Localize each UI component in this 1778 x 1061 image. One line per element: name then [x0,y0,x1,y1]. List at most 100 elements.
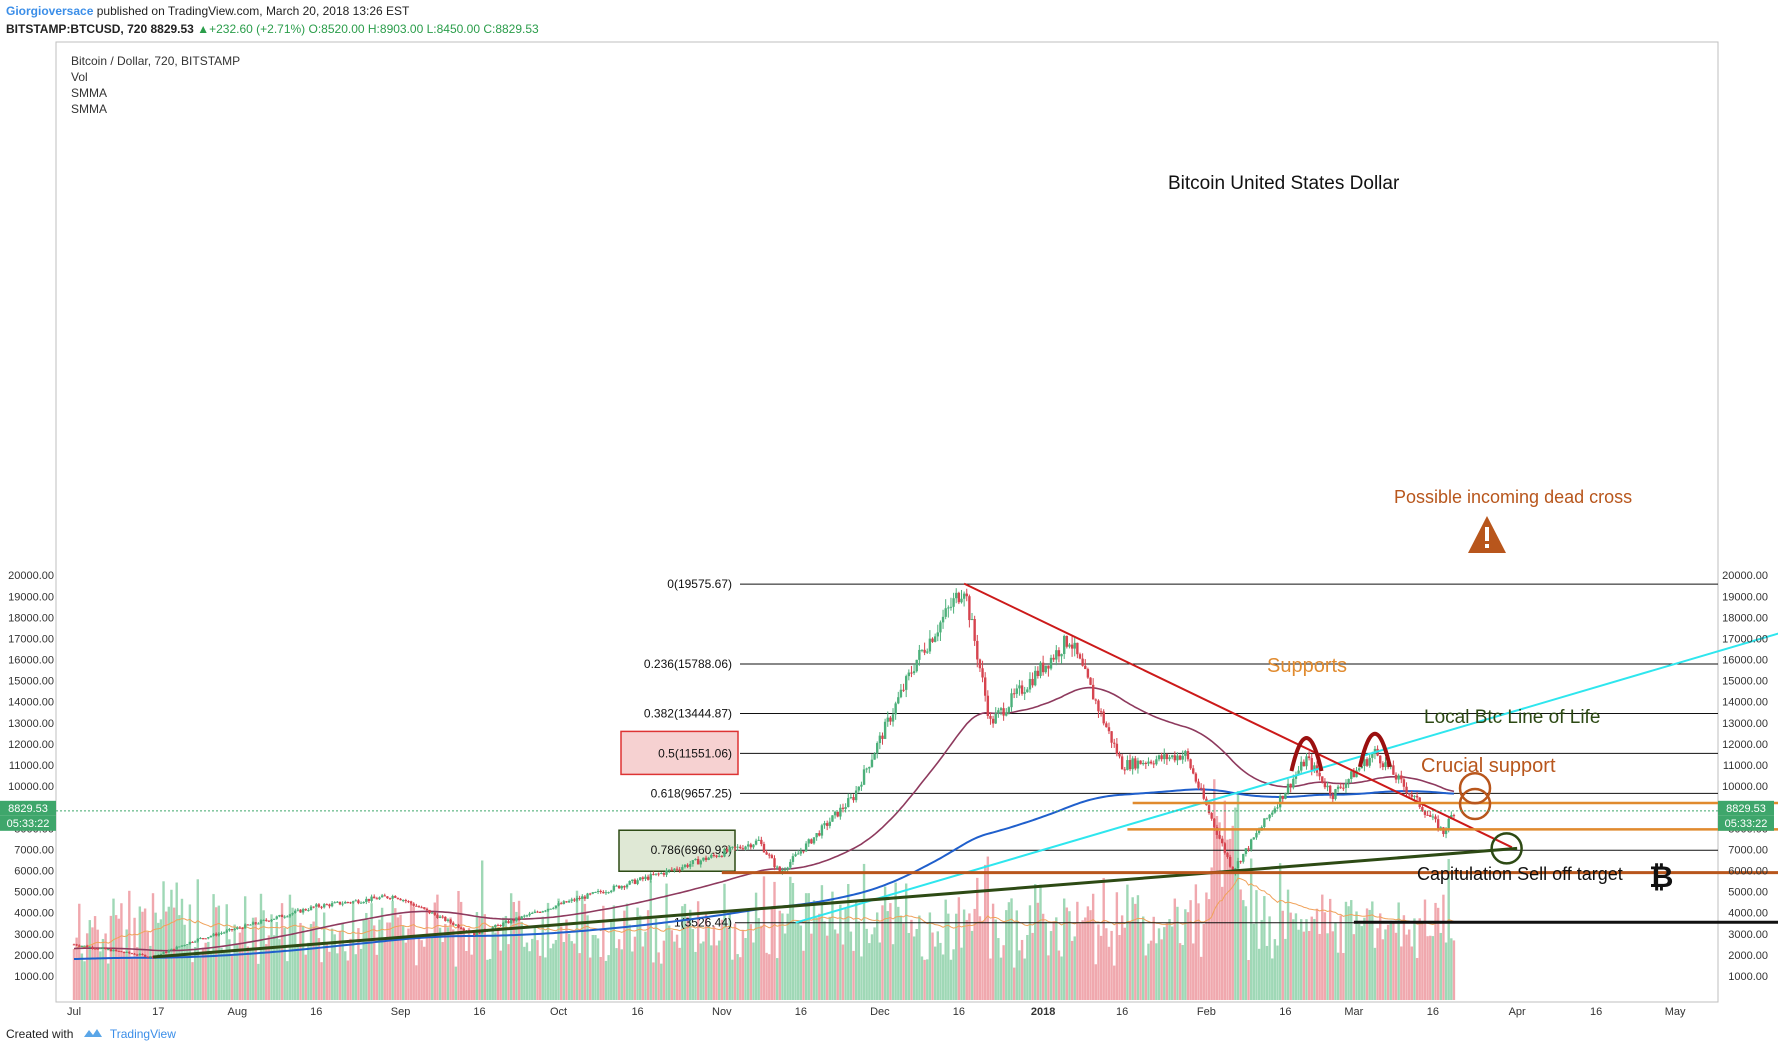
volume-bar [681,906,684,1000]
candle-body [918,649,921,660]
candle-body [328,904,331,907]
candle-body [1015,688,1018,694]
volume-bar [1376,928,1379,1000]
footer: Created with TradingView [6,1027,176,1042]
candle-body [415,905,418,907]
volume-bar [230,954,234,1000]
volume-bar [1213,779,1216,1000]
candle-body [1226,852,1229,857]
volume-bar [852,950,855,1000]
candle-body [288,914,292,917]
candle-body [949,606,953,608]
volume-bar [1450,938,1453,1000]
volume-bar [567,933,571,1000]
volume-bar [1194,884,1198,1000]
candle-body [83,945,86,947]
candle-body [357,900,360,904]
candle-body [401,900,405,902]
volume-bar [1147,943,1150,1000]
volume-bar [904,883,908,1000]
volume-bar [1263,896,1266,1000]
volume-bar [847,884,850,1000]
volume-bar [1421,923,1424,1000]
candle-body [1107,727,1111,732]
volume-bar [241,927,244,1000]
candle-body [1244,848,1248,854]
current-price-value: 8829.53 [8,803,48,815]
volume-bar [520,921,523,1000]
candle-body [552,908,555,910]
volume-bar [502,917,505,1000]
volume-bar [902,923,905,1000]
svg-text:₿: ₿ [1649,861,1673,894]
candle-body [188,941,192,945]
volume-bar [1394,932,1398,1000]
volume-bar [1026,935,1029,1000]
candle-body [594,891,597,893]
volume-bar [1181,945,1184,1000]
candle-body [509,919,513,924]
volume-bar [312,921,315,1000]
volume-bar [415,965,418,1000]
volume-bar [1392,922,1395,1000]
volume-bar [804,893,808,1000]
volume-bar [262,910,265,1000]
volume-bar [696,901,700,1000]
volume-bar [1315,908,1319,1000]
volume-bar [1402,915,1406,1000]
volume-bar [449,917,452,1000]
candle-body [1105,723,1108,728]
volume-bar [1318,933,1321,1000]
countdown-tag-left [0,815,56,831]
volume-bar [1189,900,1192,1000]
candle-body [1091,684,1095,700]
candle-body [968,596,971,621]
candle-body [707,857,710,860]
volume-bar [549,948,552,1000]
volume-bar [1234,807,1237,1000]
volume-bar [675,934,679,1000]
volume-bar [1120,915,1124,1000]
volume-bar [970,930,974,1000]
candle-body [1142,762,1145,765]
volume-bar [315,907,318,1000]
candle-body [444,916,447,921]
candle-body [172,948,176,950]
volume-bar [275,921,278,1000]
candle-body [349,902,352,904]
volume-bar [351,902,355,1000]
drawings [152,582,1778,959]
volume-bar [180,898,184,1000]
candle-body [662,873,666,875]
volume-bar [1157,928,1161,1000]
volume-bar [254,917,257,1000]
candle-body [125,951,128,953]
volume-bar [810,933,813,1000]
candle-body [222,932,226,934]
volume-bar [1197,903,1200,1000]
volume-bar [1386,924,1390,1000]
tradingview-link[interactable]: TradingView [109,1027,176,1041]
volume-bar [812,900,816,1000]
volume-bar [257,963,260,1000]
volume-bar [1062,898,1066,1000]
candle-body [1236,861,1240,869]
candle-body [1189,759,1192,769]
volume-bar [491,929,494,1000]
volume-bar [749,924,753,1000]
fib-label: 0.786(6960.93) [651,843,732,857]
candle-body [736,846,739,848]
candle-body [359,902,363,904]
candle-body [999,708,1003,711]
volume-bar [1034,884,1037,1000]
candle-body [704,857,708,860]
candle-body [128,951,131,954]
author-link[interactable]: Giorgioversace [6,4,94,18]
y-tick-left: 7000.00 [14,844,54,856]
candle-body [986,695,990,716]
volume-bar [1292,919,1295,1000]
y-tick-right: 4000.00 [1728,908,1768,920]
volume-bar [72,948,76,1000]
